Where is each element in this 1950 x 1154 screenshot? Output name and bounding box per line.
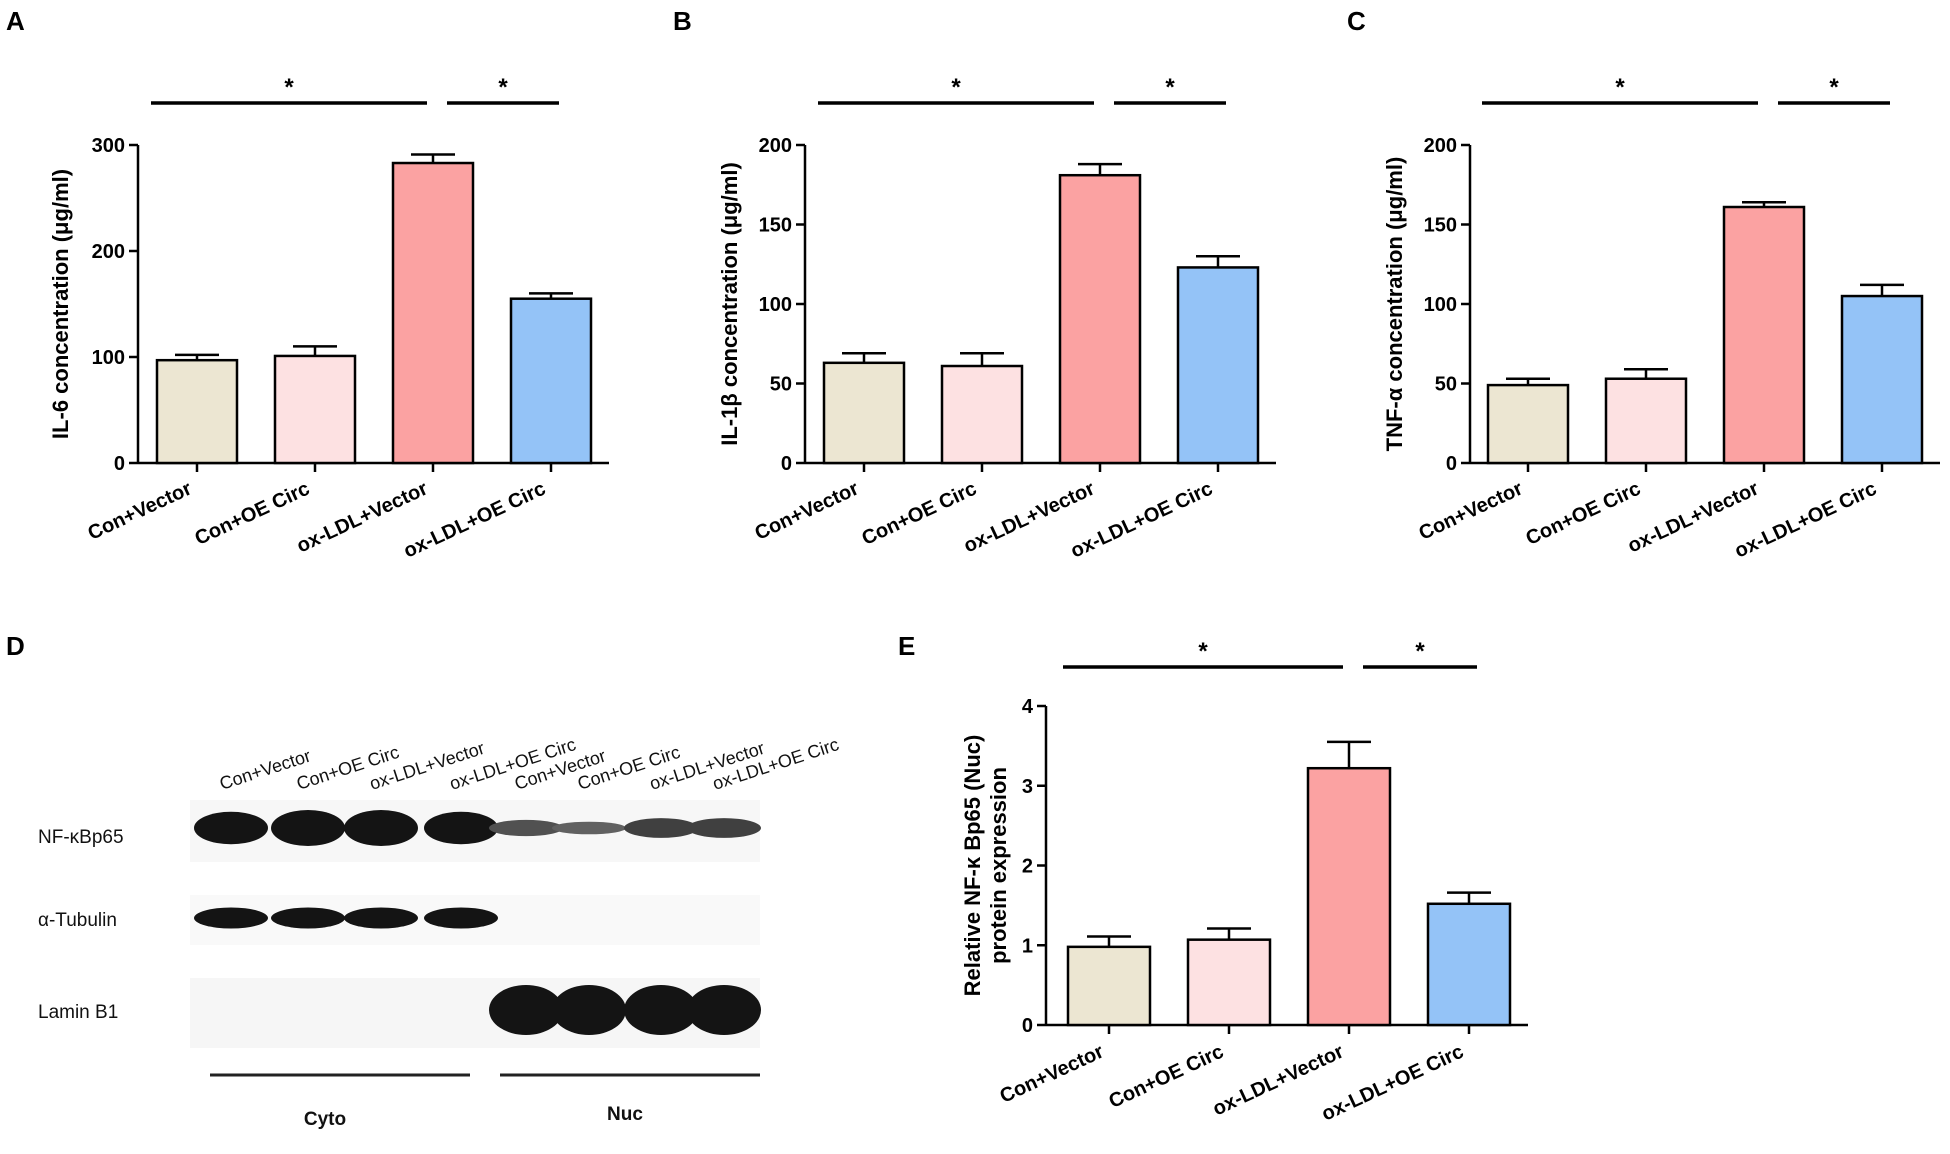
bar [1486, 383, 1570, 465]
bar [1840, 294, 1924, 465]
group-label-nuc: Nuc [607, 1104, 643, 1125]
bar [391, 161, 475, 465]
bar [1722, 205, 1806, 465]
y-tick-label: 0 [1022, 1015, 1033, 1037]
bar [1066, 945, 1152, 1027]
y-tick-label: 3 [1022, 776, 1033, 798]
y-tick-label: 100 [92, 347, 125, 369]
significance-star: * [1415, 638, 1425, 665]
x-tick-label: Con+Vector [1416, 478, 1527, 545]
blot-band [424, 811, 498, 845]
y-axis-label: IL-1β concentration (μg/ml) [717, 162, 742, 446]
y-tick-label: 150 [759, 215, 792, 237]
panel-label-c: C [1347, 6, 1366, 36]
bar [273, 354, 357, 465]
y-tick-label: 300 [92, 135, 125, 157]
y-tick-label: 100 [759, 294, 792, 316]
bar [155, 358, 239, 465]
y-tick-label: 0 [1446, 453, 1457, 475]
significance-star: * [951, 74, 961, 101]
panel-label-b: B [673, 6, 692, 36]
blot-band [344, 907, 418, 929]
blot-band [624, 818, 698, 838]
blot-band [271, 907, 345, 929]
bar [1186, 938, 1272, 1027]
blot-row-label: Lamin B1 [38, 1002, 118, 1023]
blot-row-label: NF-κBp65 [38, 827, 124, 848]
y-tick-label: 100 [1424, 294, 1457, 316]
blot-band [344, 810, 418, 846]
bar [940, 364, 1024, 465]
x-tick-label: Con+OE Circ [1106, 1041, 1228, 1113]
significance-star: * [284, 74, 294, 101]
significance-star: * [498, 74, 508, 101]
group-label-cyto: Cyto [304, 1109, 346, 1130]
bar [1306, 766, 1392, 1027]
x-tick-label: Con+Vector [752, 478, 863, 545]
bar [509, 297, 593, 465]
y-axis-label: Relative NF-κ Bp65 (Nuc) [960, 735, 985, 997]
y-axis-label: TNF-α concentration (μg/ml) [1382, 157, 1407, 452]
x-tick-label: Con+Vector [85, 478, 196, 545]
y-tick-label: 50 [1435, 374, 1457, 396]
blot-band [424, 907, 498, 929]
y-tick-label: 0 [781, 453, 792, 475]
blot-band [624, 985, 698, 1035]
chart-tnfa: 0 50 100 150 200 TNF-α concentration (μg/ml) C… [1382, 74, 1940, 563]
y-tick-label: 200 [1424, 135, 1457, 157]
panel-label-d: D [6, 631, 25, 661]
y-tick-label: 2 [1022, 856, 1033, 878]
panel-label-e: E [898, 631, 915, 661]
y-tick-label: 50 [770, 374, 792, 396]
blot-band [489, 819, 563, 837]
blot-row-label: α-Tubulin [38, 910, 117, 931]
blot-band [489, 985, 563, 1035]
blot-band [552, 985, 626, 1035]
y-axis-label: protein expression [986, 767, 1011, 964]
significance-star: * [1165, 74, 1175, 101]
blot-band [194, 907, 268, 929]
bar [1058, 173, 1142, 465]
bar [1176, 266, 1260, 465]
chart-il6: 0 100 200 300 IL-6 concentration (μg/ml) Con+… [48, 74, 609, 563]
blot-band [552, 821, 626, 835]
blot-band [271, 810, 345, 846]
significance-star: * [1829, 74, 1839, 101]
bar [822, 361, 906, 465]
y-tick-label: 150 [1424, 215, 1457, 237]
chart-nfkb-nuc: 0 1 2 3 4 Relative NF-κ Bp65 (Nuc) protein exp… [960, 638, 1528, 1126]
y-tick-label: 1 [1022, 935, 1033, 957]
significance-star: * [1198, 638, 1208, 665]
blot-band [687, 985, 761, 1035]
blot-band [194, 811, 268, 845]
panel-label-a: A [6, 6, 25, 36]
chart-il1b: 0 50 100 150 200 IL-1β concentration (μg/ml) C… [717, 74, 1276, 563]
bar [1426, 902, 1512, 1027]
y-tick-label: 0 [114, 453, 125, 475]
significance-star: * [1615, 74, 1625, 101]
y-axis-label: IL-6 concentration (μg/ml) [48, 169, 73, 439]
bar [1604, 377, 1688, 465]
x-tick-label: Con+Vector [997, 1041, 1108, 1108]
y-tick-label: 4 [1022, 696, 1034, 718]
y-tick-label: 200 [92, 241, 125, 263]
blot-band [687, 818, 761, 838]
y-tick-label: 200 [759, 135, 792, 157]
